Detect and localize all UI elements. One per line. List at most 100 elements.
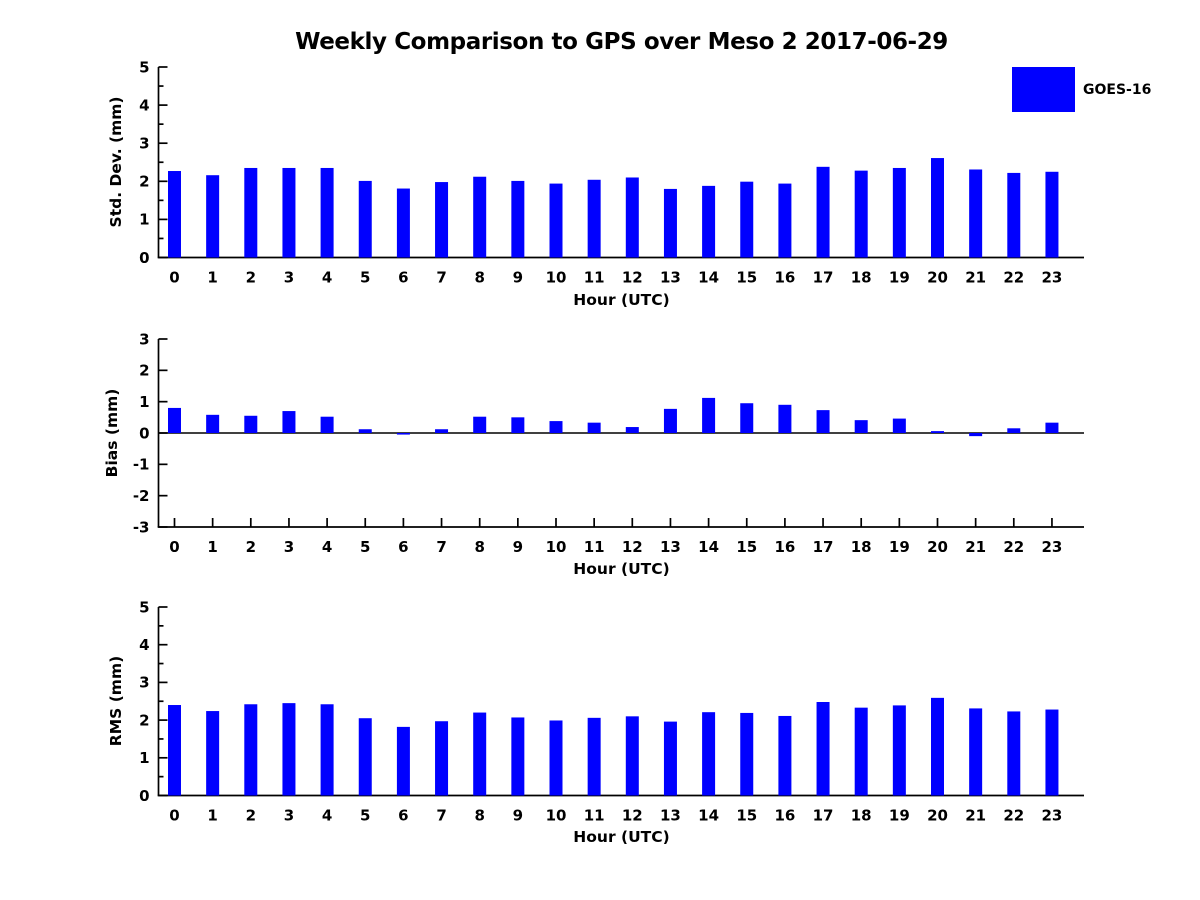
x-tick-label: 10 — [546, 268, 567, 286]
x-tick-label: 7 — [436, 806, 446, 824]
x-tick-label: 4 — [322, 538, 332, 556]
x-tick-label: 14 — [698, 538, 719, 556]
x-axis-label-panel1: Hour (UTC) — [573, 291, 670, 309]
x-tick-label: 2 — [246, 268, 256, 286]
bars — [168, 697, 1059, 796]
bar-hour-8 — [473, 176, 487, 258]
x-tick-label: 19 — [889, 538, 910, 556]
bar-hour-1 — [206, 414, 220, 433]
bar-hour-22 — [1007, 428, 1021, 433]
x-tick-label: 7 — [436, 268, 446, 286]
chart-title: Weekly Comparison to GPS over Meso 2 201… — [295, 29, 948, 55]
bar-hour-14 — [702, 397, 716, 433]
x-tick-label: 2 — [246, 538, 256, 556]
bar-hour-13 — [663, 188, 677, 258]
legend-label-goes16: GOES-16 — [1083, 82, 1152, 98]
x-tick-label: 20 — [927, 806, 948, 824]
bar-hour-11 — [587, 179, 601, 258]
bar-hour-2 — [244, 704, 258, 796]
x-tick-label: 19 — [889, 806, 910, 824]
x-tick-label: 0 — [169, 806, 179, 824]
x-tick-label: 5 — [360, 538, 370, 556]
bar-hour-13 — [663, 408, 677, 433]
bar-hour-19 — [892, 705, 906, 796]
y-tick-label: 4 — [139, 636, 149, 654]
x-tick-label: 12 — [622, 268, 643, 286]
bars — [168, 397, 1059, 437]
bar-hour-0 — [168, 407, 181, 433]
bar-hour-6 — [396, 433, 410, 435]
bar-hour-9 — [511, 180, 525, 258]
x-tick-label: 11 — [584, 538, 605, 556]
bar-hour-12 — [625, 177, 639, 258]
x-tick-label: 14 — [698, 268, 719, 286]
x-tick-label: 1 — [207, 806, 217, 824]
bar-hour-23 — [1045, 171, 1059, 258]
bar-hour-16 — [778, 183, 792, 258]
x-tick-label: 3 — [284, 538, 294, 556]
x-tick-label: 4 — [322, 268, 332, 286]
bar-hour-2 — [244, 167, 258, 258]
x-tick-label: 8 — [474, 268, 484, 286]
y-tick-label: 5 — [139, 58, 149, 76]
bar-hour-21 — [969, 433, 983, 437]
bar-hour-20 — [931, 431, 944, 433]
x-tick-label: 4 — [322, 806, 332, 824]
y-tick-label: 3 — [139, 674, 149, 692]
bar-hour-4 — [320, 416, 334, 433]
x-tick-label: 22 — [1003, 268, 1024, 286]
x-axis-label-panel2: Hour (UTC) — [573, 560, 670, 578]
x-tick-label: 1 — [207, 538, 217, 556]
x-tick-label: 10 — [546, 806, 567, 824]
bar-hour-1 — [206, 175, 220, 258]
x-tick-label: 12 — [622, 806, 643, 824]
y-tick-label: 2 — [139, 362, 149, 380]
x-tick-label: 6 — [398, 268, 408, 286]
bar-hour-8 — [473, 712, 487, 796]
y-tick-label: 2 — [139, 711, 149, 729]
bar-hour-7 — [435, 429, 449, 433]
bar-hour-18 — [854, 707, 868, 796]
bar-hour-2 — [244, 415, 258, 433]
bar-hour-17 — [816, 166, 830, 258]
y-tick-label: 5 — [139, 598, 149, 616]
bar-hour-8 — [473, 416, 487, 433]
bar-hour-19 — [892, 167, 906, 258]
x-tick-label: 0 — [169, 268, 179, 286]
x-tick-label: 11 — [584, 268, 605, 286]
x-tick-label: 15 — [736, 538, 757, 556]
x-tick-label: 18 — [851, 806, 872, 824]
bar-hour-9 — [511, 717, 525, 796]
bar-hour-9 — [511, 417, 525, 433]
bar-hour-16 — [778, 715, 792, 796]
x-tick-label: 2 — [246, 806, 256, 824]
bar-hour-21 — [969, 708, 983, 796]
x-tick-label: 18 — [851, 538, 872, 556]
bar-hour-6 — [396, 188, 410, 258]
x-tick-label: 22 — [1003, 806, 1024, 824]
x-tick-label: 17 — [813, 268, 834, 286]
x-tick-label: 23 — [1042, 538, 1063, 556]
x-tick-label: 23 — [1042, 806, 1063, 824]
x-tick-label: 10 — [546, 538, 567, 556]
x-tick-label: 3 — [284, 806, 294, 824]
x-tick-label: 17 — [813, 806, 834, 824]
bar-hour-1 — [206, 711, 220, 796]
bar-hour-17 — [816, 410, 830, 433]
y-tick-label: 0 — [139, 787, 149, 805]
bar-hour-10 — [549, 183, 563, 258]
x-tick-label: 9 — [513, 268, 523, 286]
bar-hour-11 — [587, 717, 601, 796]
bar-hour-13 — [663, 721, 677, 796]
bar-hour-20 — [931, 697, 944, 796]
bar-hour-0 — [168, 171, 181, 258]
x-tick-label: 23 — [1042, 268, 1063, 286]
x-tick-label: 13 — [660, 806, 681, 824]
bar-hour-20 — [931, 158, 944, 258]
x-tick-label: 19 — [889, 268, 910, 286]
y-tick-label: -3 — [133, 518, 150, 536]
x-tick-label: 21 — [965, 806, 986, 824]
